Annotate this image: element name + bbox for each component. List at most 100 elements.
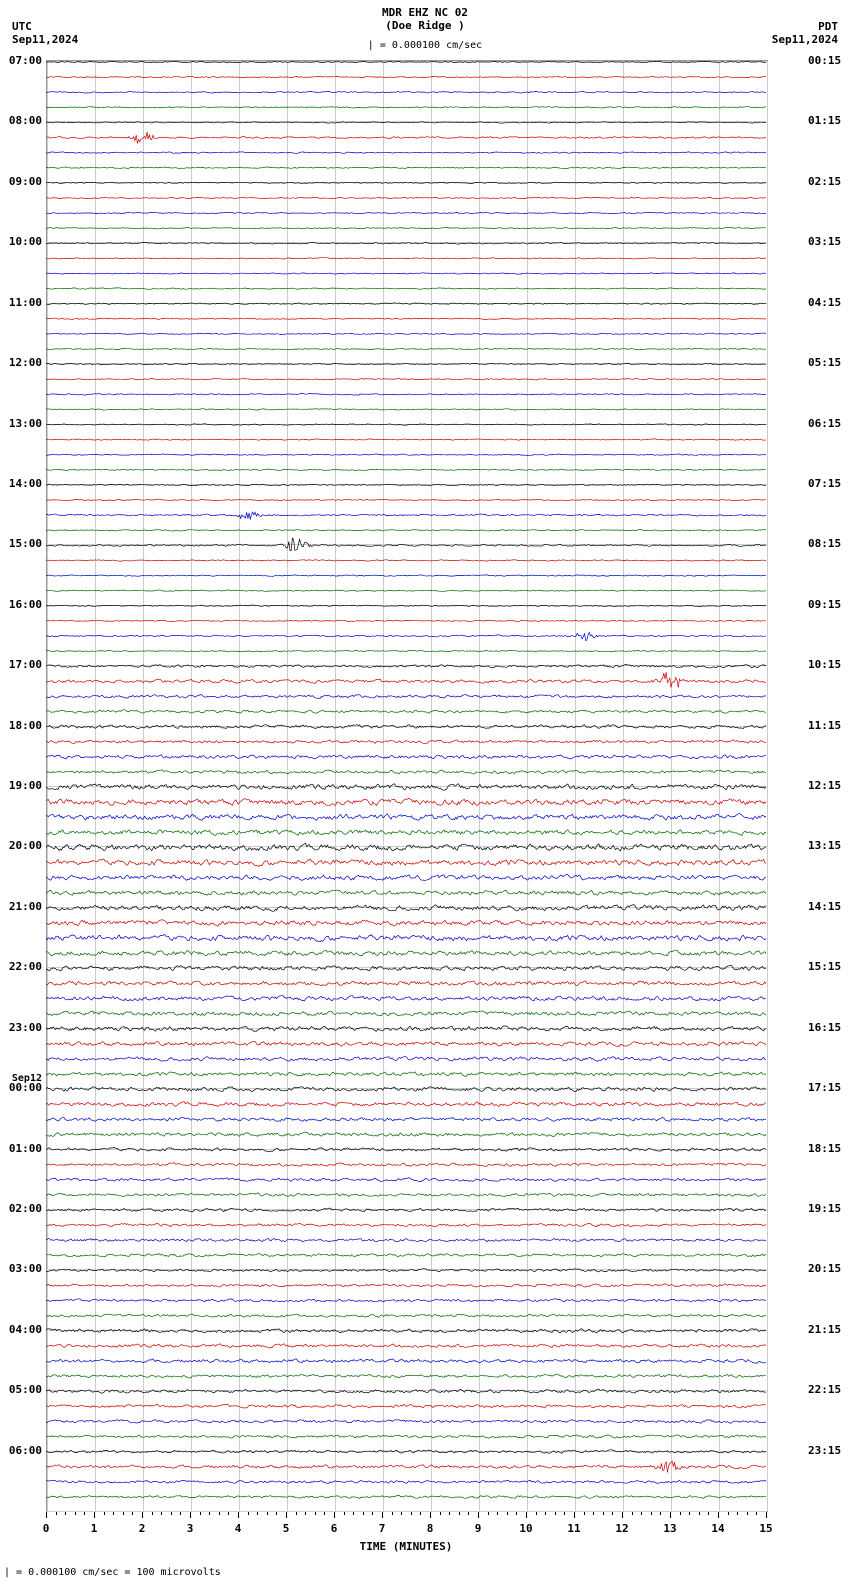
- x-tick-minor: [728, 1512, 729, 1515]
- left-time-label: 21:00: [9, 901, 42, 912]
- left-time-label: 05:00: [9, 1384, 42, 1395]
- left-time-label: 15:00: [9, 538, 42, 549]
- x-tick-minor: [680, 1512, 681, 1515]
- pdt-label: PDT: [818, 20, 838, 33]
- x-tick-major: [430, 1512, 431, 1518]
- x-tick-major: [334, 1512, 335, 1518]
- x-tick-label: 8: [427, 1522, 434, 1535]
- x-tick-minor: [132, 1512, 133, 1515]
- x-tick-label: 3: [187, 1522, 194, 1535]
- right-labels: 00:1501:1502:1503:1504:1505:1506:1507:15…: [806, 60, 850, 1510]
- left-time-label: 12:00: [9, 357, 42, 368]
- pdt-date: Sep11,2024: [772, 33, 838, 46]
- x-tick-minor: [123, 1512, 124, 1515]
- left-time-label: 23:00: [9, 1022, 42, 1033]
- grid-horizontal: [47, 907, 767, 908]
- right-time-label: 07:15: [808, 478, 841, 489]
- x-tick-label: 11: [567, 1522, 580, 1535]
- right-time-label: 09:15: [808, 599, 841, 610]
- grid-horizontal: [47, 846, 767, 847]
- x-tick-minor: [555, 1512, 556, 1515]
- left-time-label: 17:00: [9, 659, 42, 670]
- x-tick-minor: [344, 1512, 345, 1515]
- x-axis-title: TIME (MINUTES): [360, 1540, 453, 1553]
- x-tick-major: [46, 1512, 47, 1518]
- x-tick-label: 0: [43, 1522, 50, 1535]
- grid-horizontal: [47, 786, 767, 787]
- right-time-label: 11:15: [808, 720, 841, 731]
- x-tick-minor: [65, 1512, 66, 1515]
- x-tick-minor: [392, 1512, 393, 1515]
- left-time-label: 07:00: [9, 55, 42, 66]
- x-tick-minor: [737, 1512, 738, 1515]
- x-tick-minor: [296, 1512, 297, 1515]
- x-tick-minor: [372, 1512, 373, 1515]
- x-tick-minor: [56, 1512, 57, 1515]
- x-tick-minor: [411, 1512, 412, 1515]
- x-tick-minor: [401, 1512, 402, 1515]
- grid-horizontal: [47, 1390, 767, 1391]
- right-time-label: 16:15: [808, 1022, 841, 1033]
- left-time-label: 14:00: [9, 478, 42, 489]
- right-time-label: 04:15: [808, 297, 841, 308]
- x-tick-minor: [632, 1512, 633, 1515]
- x-tick-minor: [593, 1512, 594, 1515]
- right-time-label: 01:15: [808, 115, 841, 126]
- x-tick-minor: [497, 1512, 498, 1515]
- x-tick-major: [526, 1512, 527, 1518]
- x-tick-minor: [257, 1512, 258, 1515]
- x-tick-minor: [180, 1512, 181, 1515]
- title: MDR EHZ NC 02 (Doe Ridge ): [382, 6, 468, 32]
- x-tick-major: [382, 1512, 383, 1518]
- x-tick-major: [238, 1512, 239, 1518]
- x-tick-label: 7: [379, 1522, 386, 1535]
- x-tick-minor: [603, 1512, 604, 1515]
- x-axis: TIME (MINUTES) 0123456789101112131415: [46, 1512, 766, 1572]
- x-tick-major: [718, 1512, 719, 1518]
- right-time-label: 10:15: [808, 659, 841, 670]
- x-tick-minor: [276, 1512, 277, 1515]
- right-time-label: 21:15: [808, 1324, 841, 1335]
- x-tick-minor: [353, 1512, 354, 1515]
- right-time-label: 14:15: [808, 901, 841, 912]
- right-time-label: 02:15: [808, 176, 841, 187]
- left-time-label: 03:00: [9, 1263, 42, 1274]
- x-tick-minor: [324, 1512, 325, 1515]
- x-tick-minor: [161, 1512, 162, 1515]
- grid-horizontal: [47, 121, 767, 122]
- x-tick-major: [286, 1512, 287, 1518]
- x-tick-minor: [315, 1512, 316, 1515]
- x-tick-minor: [708, 1512, 709, 1515]
- right-time-label: 05:15: [808, 357, 841, 368]
- x-tick-minor: [536, 1512, 537, 1515]
- left-time-label: 16:00: [9, 599, 42, 610]
- x-tick-label: 4: [235, 1522, 242, 1535]
- grid-horizontal: [47, 967, 767, 968]
- grid-horizontal: [47, 1269, 767, 1270]
- x-tick-minor: [152, 1512, 153, 1515]
- x-tick-minor: [545, 1512, 546, 1515]
- grid-horizontal: [47, 665, 767, 666]
- x-tick-major: [94, 1512, 95, 1518]
- x-tick-minor: [228, 1512, 229, 1515]
- x-tick-label: 6: [331, 1522, 338, 1535]
- x-tick-minor: [507, 1512, 508, 1515]
- x-tick-minor: [440, 1512, 441, 1515]
- left-time-label: 22:00: [9, 961, 42, 972]
- x-tick-label: 5: [283, 1522, 290, 1535]
- right-time-label: 03:15: [808, 236, 841, 247]
- x-tick-major: [478, 1512, 479, 1518]
- grid-horizontal: [47, 726, 767, 727]
- right-time-label: 19:15: [808, 1203, 841, 1214]
- left-time-label: 18:00: [9, 720, 42, 731]
- title-line2: (Doe Ridge ): [382, 19, 468, 32]
- x-tick-major: [670, 1512, 671, 1518]
- x-tick-label: 9: [475, 1522, 482, 1535]
- x-tick-minor: [219, 1512, 220, 1515]
- grid-horizontal: [47, 1451, 767, 1452]
- x-tick-minor: [660, 1512, 661, 1515]
- x-tick-minor: [104, 1512, 105, 1515]
- x-tick-major: [622, 1512, 623, 1518]
- right-time-label: 08:15: [808, 538, 841, 549]
- x-tick-minor: [488, 1512, 489, 1515]
